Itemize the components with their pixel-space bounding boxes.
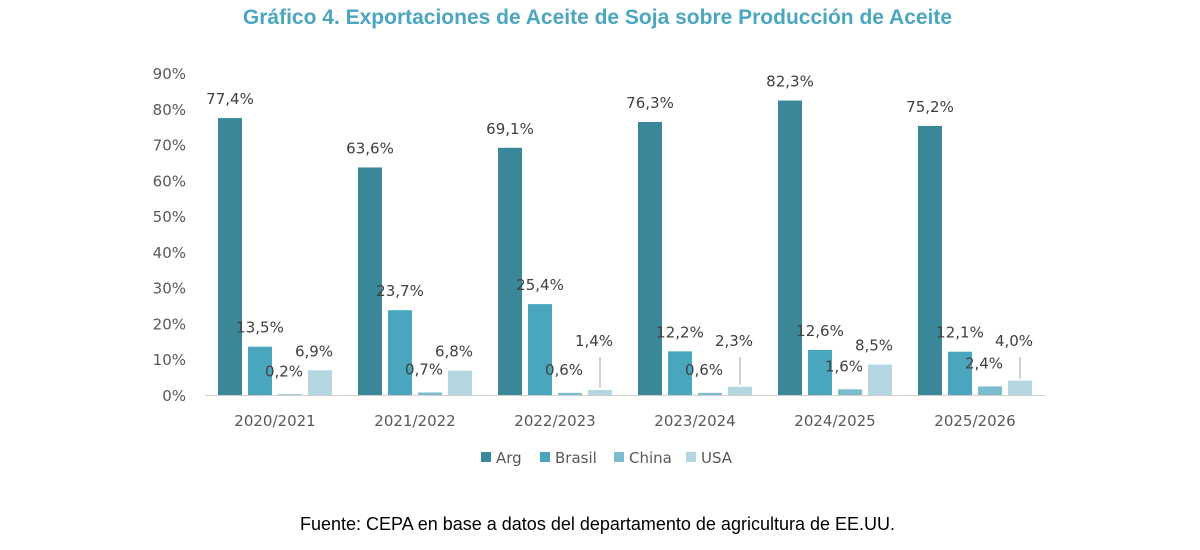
data-labels: 77,4% 13,5% 0,2% 6,9% 63,6% 23,7% 0,7%6,8% 69,1… — [206, 73, 1033, 388]
chart-title: Gráfico 4. Exportaciones de Aceite de So… — [242, 6, 953, 29]
bar-brasil-2024-2025 — [808, 349, 832, 395]
legend-swatch-arg — [481, 452, 491, 462]
bar-china-2025-2026 — [978, 386, 1002, 395]
bar-arg-2020-2021 — [218, 118, 242, 395]
data-label: 0,7% — [405, 360, 443, 378]
bar-usa-2024-2025 — [868, 364, 892, 395]
legend-label-brasil: Brasil — [555, 449, 597, 467]
data-label: 0,2% — [265, 362, 303, 380]
bar-arg-2023-2024 — [638, 122, 662, 395]
source-note: Fuente: CEPA en base a datos del departa… — [299, 514, 896, 534]
legend-label-arg: Arg — [496, 449, 522, 467]
y-tick-label: 10% — [153, 351, 186, 369]
legend-label-usa: USA — [701, 449, 733, 467]
bar-brasil-2020-2021 — [248, 346, 272, 395]
data-label: 6,9% — [295, 342, 333, 360]
data-label: 8,5% — [855, 337, 893, 355]
data-label: 13,5% — [236, 319, 284, 337]
data-label: 82,3% — [766, 73, 814, 91]
bar-usa-2021-2022 — [448, 370, 472, 395]
bars — [218, 100, 1032, 395]
bar-china-2021-2022 — [418, 392, 442, 395]
bar-brasil-2022-2023 — [528, 304, 552, 395]
bar-china-2020-2021 — [278, 394, 302, 395]
data-label: 77,4% — [206, 90, 254, 108]
legend: Arg Brasil China USA — [481, 449, 733, 467]
bar-usa-2020-2021 — [308, 370, 332, 395]
legend-swatch-china — [614, 452, 624, 462]
x-tick-label: 2024/2025 — [794, 412, 875, 430]
data-label: 12,6% — [796, 322, 844, 340]
data-label: 12,2% — [656, 323, 704, 341]
data-label: 25,4% — [516, 276, 564, 294]
data-label: 4,0% — [995, 332, 1033, 350]
data-label: 75,2% — [906, 98, 954, 116]
data-label: 23,7% — [376, 282, 424, 300]
data-label: 12,1% — [936, 324, 984, 342]
data-label: 0,6% — [685, 361, 723, 379]
bar-arg-2022-2023 — [498, 147, 522, 395]
data-label: 2,4% — [965, 354, 1003, 372]
x-tick-label: 2021/2022 — [374, 412, 455, 430]
data-label: 6,8% — [435, 343, 473, 361]
y-tick-label: 50% — [153, 208, 186, 226]
x-tick-label: 2022/2023 — [514, 412, 595, 430]
data-label: 76,3% — [626, 94, 674, 112]
x-tick-label: 2020/2021 — [234, 412, 315, 430]
bar-arg-2025-2026 — [918, 125, 942, 395]
bar-brasil-2021-2022 — [388, 310, 412, 395]
bar-china-2023-2024 — [698, 392, 722, 395]
bar-arg-2024-2025 — [778, 100, 802, 395]
x-axis: 2020/2021 2021/2022 2022/2023 2023/2024 2024… — [205, 395, 1045, 430]
y-tick-label: 20% — [153, 315, 186, 333]
y-tick-label: 40% — [153, 244, 186, 262]
y-tick-label: 30% — [153, 280, 186, 298]
bar-china-2024-2025 — [838, 389, 862, 395]
y-tick-label: 0% — [162, 387, 186, 405]
data-label: 1,6% — [825, 357, 863, 375]
legend-swatch-brasil — [540, 452, 550, 462]
data-label: 0,6% — [545, 361, 583, 379]
data-label: 63,6% — [346, 139, 394, 157]
data-label: 69,1% — [486, 120, 534, 138]
legend-label-china: China — [629, 449, 672, 467]
legend-swatch-usa — [686, 452, 696, 462]
y-tick-label: 90% — [153, 65, 186, 83]
y-tick-label: 60% — [153, 172, 186, 190]
bar-brasil-2023-2024 — [668, 351, 692, 395]
bar-usa-2022-2023 — [588, 389, 612, 395]
x-tick-label: 2023/2024 — [654, 412, 735, 430]
bar-arg-2021-2022 — [358, 167, 382, 395]
data-label: 2,3% — [715, 332, 753, 350]
bar-usa-2023-2024 — [728, 386, 752, 395]
bar-china-2022-2023 — [558, 392, 582, 395]
y-tick-label: 70% — [153, 137, 186, 155]
bar-usa-2025-2026 — [1008, 380, 1032, 395]
data-label: 1,4% — [575, 332, 613, 350]
x-tick-label: 2025/2026 — [934, 412, 1015, 430]
y-axis: 0% 10% 20% 30% 40% 50% 60% 70% 80% 90% — [153, 65, 186, 405]
bar-brasil-2025-2026 — [948, 351, 972, 395]
y-tick-label: 80% — [153, 101, 186, 119]
